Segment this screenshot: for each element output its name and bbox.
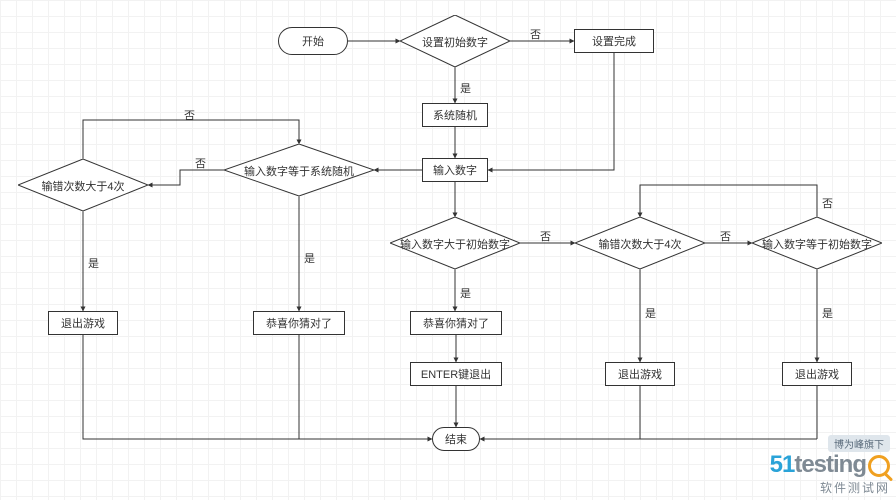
edge-label: 否 [822,195,833,211]
edge-label: 是 [460,285,471,301]
node-inputNum: 输入数字 [422,158,488,182]
watermark-prefix: 51 [770,451,795,478]
magnifier-icon [868,455,890,477]
node-label: 输入数字大于初始数字 [390,236,520,252]
node-label: 输入数字等于系统随机 [224,163,374,179]
node-end: 结束 [432,427,480,451]
edge-label: 否 [540,228,551,244]
node-label: 输错次数大于4次 [18,178,148,194]
watermark: 博为峰旗下 51testing 软件测试网 [770,435,890,496]
watermark-subtitle: 软件测试网 [820,481,890,495]
node-exitC: 退出游戏 [782,362,852,386]
node-label: 设置初始数字 [400,34,510,50]
edge-label: 是 [460,80,471,96]
node-congratsA: 恭喜你猜对了 [253,311,345,335]
node-eqInit: 输入数字等于初始数字 [752,217,882,269]
edge-label: 否 [530,26,541,42]
node-sysRand: 系统随机 [422,103,488,127]
node-exitB: 退出游戏 [605,362,675,386]
node-congratsB: 恭喜你猜对了 [410,311,502,335]
edge-label: 是 [88,255,99,271]
edge-label: 是 [645,305,656,321]
node-setInit: 设置初始数字 [400,15,510,67]
watermark-brand: 51testing [770,451,890,478]
edge-label: 否 [720,228,731,244]
node-gtInit: 输入数字大于初始数字 [390,217,520,269]
node-eqSysRand: 输入数字等于系统随机 [224,144,374,196]
node-exitA: 退出游戏 [48,311,118,335]
edge-label: 否 [195,155,206,171]
edge-label: 是 [304,250,315,266]
node-enterExit: ENTER键退出 [410,362,502,386]
edge-label: 是 [822,305,833,321]
node-label: 输错次数大于4次 [575,236,705,252]
node-err4a: 输错次数大于4次 [18,159,148,211]
node-label: 输入数字等于初始数字 [752,236,882,252]
node-err4b: 输错次数大于4次 [575,217,705,269]
node-setDone: 设置完成 [574,29,654,53]
watermark-tag: 博为峰旗下 [828,435,890,452]
edge-label: 否 [184,107,195,123]
node-start: 开始 [278,27,348,55]
watermark-suffix: testing [794,451,866,478]
